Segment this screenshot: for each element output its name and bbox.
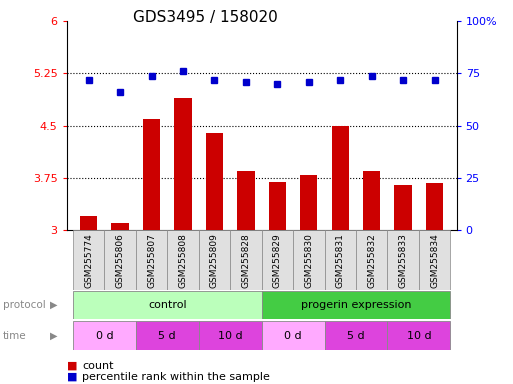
Bar [105,230,136,290]
Bar [419,230,450,290]
Text: count: count [82,361,113,371]
Text: percentile rank within the sample: percentile rank within the sample [82,372,270,382]
Bar [387,321,450,350]
Bar [237,171,254,230]
Bar [325,230,356,290]
Text: GSM255831: GSM255831 [336,233,345,288]
Text: ▶: ▶ [50,300,58,310]
Text: 10 d: 10 d [406,331,431,341]
Bar [426,183,443,230]
Text: 0 d: 0 d [95,331,113,341]
Bar [300,175,318,230]
Text: ■: ■ [67,372,77,382]
Bar [325,321,387,350]
Bar [356,230,387,290]
Text: 0 d: 0 d [284,331,302,341]
Text: progerin expression: progerin expression [301,300,411,310]
Bar [331,126,349,230]
Bar [199,321,262,350]
Bar [199,230,230,290]
Text: 5 d: 5 d [159,331,176,341]
Bar [167,230,199,290]
Text: GDS3495 / 158020: GDS3495 / 158020 [133,10,278,25]
Text: GSM255834: GSM255834 [430,233,439,288]
Text: control: control [148,300,187,310]
Bar [206,133,223,230]
Text: GSM255774: GSM255774 [84,233,93,288]
Bar [262,291,450,319]
Bar [136,230,167,290]
Bar [174,98,192,230]
Bar [80,217,97,230]
Text: time: time [3,331,26,341]
Bar [73,291,262,319]
Text: GSM255830: GSM255830 [304,233,313,288]
Text: 10 d: 10 d [218,331,243,341]
Bar [111,223,129,230]
Bar [293,230,325,290]
Text: GSM255807: GSM255807 [147,233,156,288]
Text: GSM255832: GSM255832 [367,233,376,288]
Text: protocol: protocol [3,300,45,310]
Text: GSM255809: GSM255809 [210,233,219,288]
Bar [73,321,136,350]
Text: GSM255829: GSM255829 [273,233,282,288]
Bar [394,185,412,230]
Bar [262,230,293,290]
Bar [269,182,286,230]
Text: GSM255808: GSM255808 [179,233,188,288]
Text: GSM255806: GSM255806 [115,233,125,288]
Text: ▶: ▶ [50,331,58,341]
Text: 5 d: 5 d [347,331,365,341]
Text: ■: ■ [67,361,77,371]
Bar [143,119,160,230]
Bar [363,171,380,230]
Bar [387,230,419,290]
Bar [136,321,199,350]
Bar [230,230,262,290]
Bar [73,230,105,290]
Text: GSM255833: GSM255833 [399,233,408,288]
Text: GSM255828: GSM255828 [242,233,250,288]
Bar [262,321,325,350]
